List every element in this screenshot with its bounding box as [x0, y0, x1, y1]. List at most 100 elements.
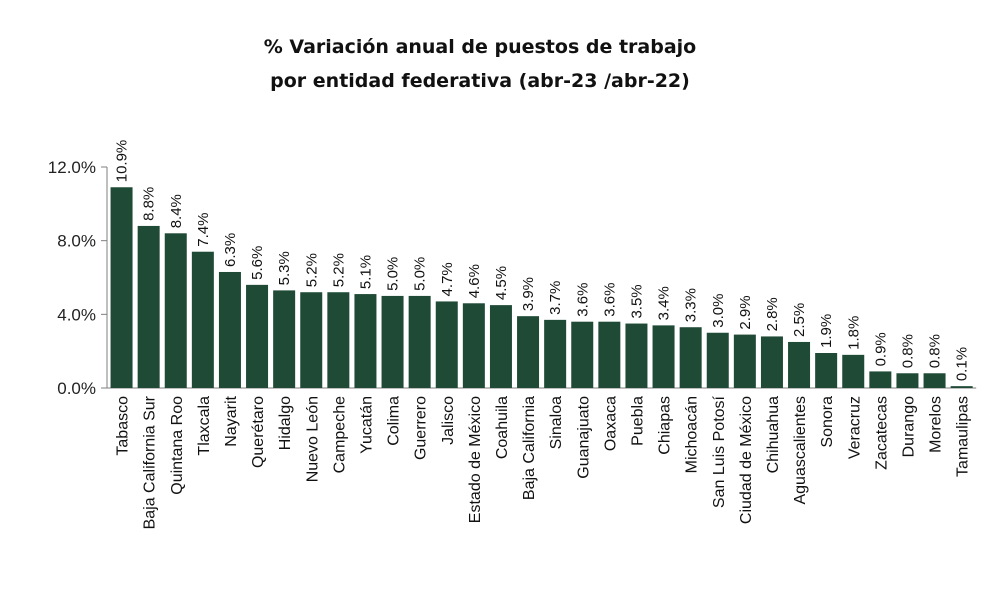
category-label: Oaxaca [602, 396, 619, 451]
category-label: Guerrero [413, 396, 430, 460]
bar [435, 301, 458, 388]
chart-title: % Variación anual de puestos de trabajo [263, 36, 697, 58]
bar [462, 303, 485, 388]
category-label: Sinaloa [548, 396, 565, 449]
category-label: Querétaro [250, 396, 267, 468]
category-label: Chihuahua [765, 396, 782, 474]
data-label: 4.7% [439, 262, 456, 296]
category-label: Baja California Sur [142, 395, 159, 529]
bar [652, 325, 675, 388]
category-label: Tlaxcala [196, 396, 213, 456]
bar [788, 341, 811, 388]
data-label: 3.9% [520, 277, 537, 311]
bar [110, 187, 133, 388]
data-label: 0.8% [899, 334, 916, 368]
data-label: 3.5% [628, 284, 645, 318]
data-label: 3.7% [547, 281, 564, 315]
category-label: Durango [900, 396, 917, 457]
bar [137, 225, 160, 388]
data-label: 1.9% [818, 314, 835, 348]
category-label: Zacatecas [873, 396, 890, 470]
y-tick-label: 12.0% [48, 158, 96, 177]
category-label: Morelos [928, 396, 945, 453]
category-label: Hidalgo [277, 396, 294, 450]
bar [842, 354, 865, 388]
data-label: 10.9% [114, 140, 131, 183]
data-label: 3.6% [574, 282, 591, 316]
data-label: 2.9% [737, 295, 754, 329]
bar [679, 327, 702, 388]
category-label: Campeche [331, 396, 348, 473]
data-label: 1.8% [845, 316, 862, 350]
data-label: 3.0% [710, 294, 727, 328]
bar [489, 305, 512, 388]
data-label: 5.2% [303, 253, 320, 287]
bar [191, 251, 214, 388]
category-label: Michoacán [684, 396, 701, 473]
bar [625, 323, 648, 388]
data-label: 3.4% [656, 286, 673, 320]
data-label: 2.5% [791, 303, 808, 337]
category-label: Tabasco [115, 396, 132, 456]
data-label: 7.4% [195, 213, 212, 247]
category-label: Aguascalientes [792, 396, 809, 505]
chart-bars [110, 187, 973, 388]
data-label: 2.8% [764, 297, 781, 331]
category-label: San Luis Potosí [711, 395, 728, 508]
data-label: 3.6% [601, 282, 618, 316]
bar [896, 373, 919, 388]
data-label: 6.3% [222, 233, 239, 267]
data-label: 5.3% [276, 251, 293, 285]
bar [706, 332, 729, 388]
data-label: 5.0% [385, 257, 402, 291]
category-label: Nuevo León [304, 396, 321, 482]
category-label: Tamaulipas [955, 396, 972, 477]
bar [760, 336, 783, 388]
bar [544, 319, 567, 388]
chart-subtitle: por entidad federativa (abr-23 /abr-22) [270, 70, 690, 92]
bar [408, 295, 431, 388]
data-label: 4.6% [466, 264, 483, 298]
data-label: 3.3% [683, 288, 700, 322]
bar [273, 290, 296, 388]
bar [517, 316, 540, 388]
bar [246, 284, 269, 388]
category-label: Colima [386, 396, 403, 446]
category-label: Yucatán [358, 396, 375, 454]
category-label: Nayarit [223, 395, 240, 446]
bar [869, 371, 892, 388]
category-label: Quintana Roo [169, 396, 186, 495]
bar [598, 321, 621, 388]
bar [218, 271, 241, 388]
category-label: Ciudad de México [738, 396, 755, 524]
y-tick-label: 4.0% [57, 305, 96, 324]
category-label: Coahuila [494, 396, 511, 459]
bar [950, 386, 973, 388]
bar [300, 292, 323, 388]
data-label: 5.0% [412, 257, 429, 291]
data-label: 8.4% [168, 194, 185, 228]
category-label: Estado de México [467, 396, 484, 523]
data-label: 0.8% [927, 334, 944, 368]
y-tick-label: 0.0% [57, 379, 96, 398]
data-label: 4.5% [493, 266, 510, 300]
data-label: 5.1% [357, 255, 374, 289]
category-label: Puebla [629, 396, 646, 446]
category-label: Baja California [521, 396, 538, 500]
data-label: 5.2% [330, 253, 347, 287]
category-label: Jalisco [440, 396, 457, 445]
bar [571, 321, 594, 388]
chart-data-labels: 10.9% 8.8% 8.4% 7.4% 6.3% 5.6% 5.3% 5.2% 5.2% 5.1… [114, 140, 971, 381]
data-label: 0.9% [872, 332, 889, 366]
data-label: 8.8% [141, 187, 158, 221]
bar [815, 353, 838, 388]
data-label: 5.6% [249, 246, 266, 280]
bar [164, 233, 187, 388]
category-label: Chiapas [657, 396, 674, 455]
chart-category-labels: Tabasco Baja California Sur Quintana Roo Tl… [115, 395, 972, 529]
bar [327, 292, 350, 388]
data-label: 0.1% [954, 347, 971, 381]
y-tick-label: 8.0% [57, 232, 96, 251]
bar [381, 295, 404, 388]
